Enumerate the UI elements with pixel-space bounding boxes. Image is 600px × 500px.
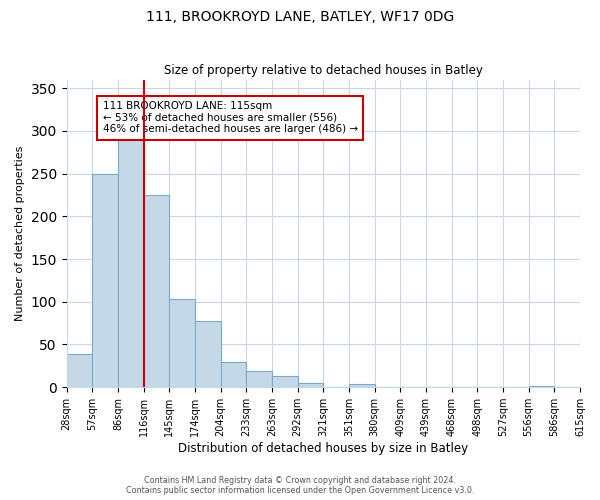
Bar [349,384,374,387]
Bar [195,322,221,387]
Y-axis label: Number of detached properties: Number of detached properties [15,146,25,321]
Bar [272,376,298,387]
Title: Size of property relative to detached houses in Batley: Size of property relative to detached ho… [164,64,483,77]
Bar [247,371,272,387]
X-axis label: Distribution of detached houses by size in Batley: Distribution of detached houses by size … [178,442,469,455]
Bar [169,299,195,387]
Bar [298,383,323,387]
Text: Contains HM Land Registry data © Crown copyright and database right 2024.
Contai: Contains HM Land Registry data © Crown c… [126,476,474,495]
Bar [221,362,247,387]
Bar [118,138,143,387]
Bar [92,174,118,387]
Bar [143,195,169,387]
Bar [67,354,92,387]
Text: 111, BROOKROYD LANE, BATLEY, WF17 0DG: 111, BROOKROYD LANE, BATLEY, WF17 0DG [146,10,454,24]
Bar [529,386,554,387]
Text: 111 BROOKROYD LANE: 115sqm
← 53% of detached houses are smaller (556)
46% of sem: 111 BROOKROYD LANE: 115sqm ← 53% of deta… [103,101,358,134]
